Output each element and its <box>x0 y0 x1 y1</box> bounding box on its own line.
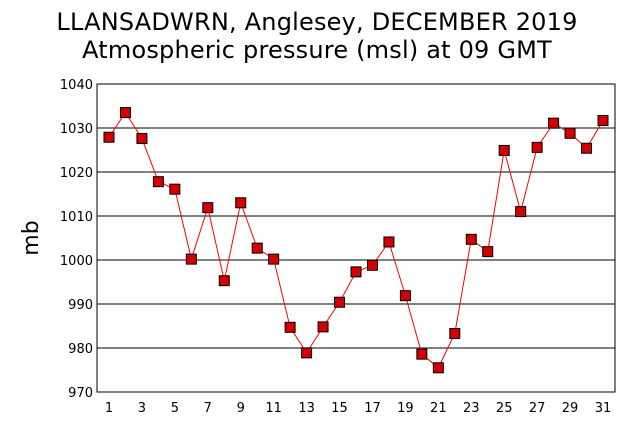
x-tick-label: 19 <box>397 401 414 416</box>
data-markers <box>103 107 609 374</box>
data-point-day-2 <box>119 107 131 119</box>
x-tick-label: 17 <box>364 401 381 416</box>
data-point-day-1 <box>103 131 115 143</box>
x-tick-label: 25 <box>496 401 513 416</box>
data-point-day-3 <box>136 133 148 145</box>
data-point-day-30 <box>581 142 593 154</box>
y-tick-label: 1040 <box>60 78 93 93</box>
x-tick-label: 31 <box>595 401 612 416</box>
grid-lines <box>97 83 615 393</box>
data-point-day-26 <box>515 206 527 218</box>
data-point-day-12 <box>284 321 296 333</box>
y-tick-label: 1000 <box>60 254 93 269</box>
data-point-day-6 <box>185 253 197 265</box>
data-point-day-9 <box>235 197 247 209</box>
plot-area-frame <box>96 83 616 393</box>
chart-title: LLANSADWRN, Anglesey, DECEMBER 2019 Atmo… <box>0 8 634 64</box>
data-point-day-8 <box>218 275 230 287</box>
data-point-day-7 <box>202 202 214 214</box>
x-tick-label: 5 <box>171 401 179 416</box>
data-point-day-17 <box>366 259 378 271</box>
y-tick-label: 980 <box>68 342 93 357</box>
x-tick-label: 3 <box>138 401 146 416</box>
y-tick-label: 970 <box>68 386 93 401</box>
data-point-day-27 <box>531 141 543 153</box>
x-tick-label: 7 <box>204 401 212 416</box>
x-tick-label: 29 <box>562 401 579 416</box>
data-point-day-16 <box>350 266 362 278</box>
x-tick-label: 27 <box>529 401 546 416</box>
series-line <box>108 111 604 369</box>
data-point-day-23 <box>465 233 477 245</box>
data-point-day-15 <box>334 296 346 308</box>
data-point-day-29 <box>564 127 576 139</box>
x-tick-label: 1 <box>105 401 113 416</box>
data-point-day-31 <box>597 115 609 127</box>
data-point-day-5 <box>169 183 181 195</box>
data-point-day-18 <box>383 236 395 248</box>
data-point-day-11 <box>268 253 280 265</box>
data-point-day-28 <box>548 117 560 129</box>
x-tick-labels: 1 3 5 7 9 11 13 15 17 19 21 23 25 27 29 31 <box>105 401 611 416</box>
data-point-day-19 <box>399 290 411 302</box>
data-point-day-25 <box>498 144 510 156</box>
y-tick-label: 1030 <box>60 122 93 137</box>
title-line-1: LLANSADWRN, Anglesey, DECEMBER 2019 <box>56 8 578 36</box>
data-point-day-21 <box>432 362 444 374</box>
y-tick-labels: 970 980 990 1000 1010 1020 1030 1040 <box>60 78 93 401</box>
data-point-day-20 <box>416 348 428 360</box>
data-point-day-14 <box>317 321 329 333</box>
data-point-day-10 <box>251 242 263 254</box>
y-tick-label: 1020 <box>60 166 93 181</box>
data-point-day-22 <box>449 327 461 339</box>
x-tick-label: 11 <box>265 401 282 416</box>
y-axis-label: mb <box>19 220 44 255</box>
data-point-day-24 <box>482 246 494 258</box>
x-tick-label: 13 <box>298 401 315 416</box>
data-point-day-4 <box>152 176 164 188</box>
data-point-day-13 <box>301 347 313 359</box>
y-tick-label: 990 <box>68 298 93 313</box>
x-tick-label: 21 <box>430 401 447 416</box>
y-tick-label: 1010 <box>60 210 93 225</box>
x-tick-label: 9 <box>237 401 245 416</box>
x-tick-label: 15 <box>331 401 348 416</box>
title-line-2: Atmospheric pressure (msl) at 09 GMT <box>82 36 552 64</box>
x-tick-label: 23 <box>463 401 480 416</box>
